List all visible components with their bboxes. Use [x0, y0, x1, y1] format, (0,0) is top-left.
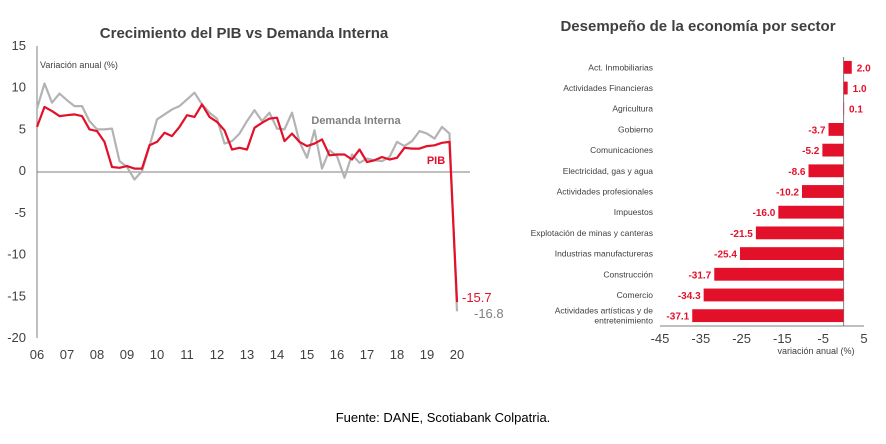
left-y-tick-label: 10: [12, 80, 26, 95]
sector-value-label: 1.0: [853, 84, 867, 95]
sector-value-label: -10.2: [776, 188, 799, 199]
sector-performance-chart: Desempeño de la economía por sector Act.…: [531, 18, 871, 356]
sector-category-label: Electricidad, gas y agua: [563, 166, 654, 176]
sector-bar: [822, 143, 844, 157]
left-y-tick-label: -5: [14, 205, 26, 220]
sector-category-label: Act. Inmobiliarias: [588, 62, 653, 72]
sector-bar: [692, 309, 844, 323]
sector-bar: [843, 60, 852, 74]
sector-value-label: -37.1: [666, 312, 689, 323]
sector-bar: [808, 164, 844, 178]
sector-value-label: -34.3: [678, 291, 701, 302]
left-x-tick-label: 20: [450, 347, 464, 362]
left-y-axis-label: Variación anual (%): [40, 60, 118, 70]
left-y-tick-label: -20: [7, 330, 26, 345]
right-x-axis-label: variación anual (%): [777, 346, 854, 356]
sector-category-label: Construcción: [603, 269, 653, 279]
sector-value-label: -3.7: [808, 125, 826, 136]
left-x-tick-label: 18: [390, 347, 404, 362]
sector-bar: [828, 123, 844, 136]
sector-value-label: 0.1: [849, 105, 863, 116]
sector-bar: [755, 226, 844, 240]
pib-line: [35, 103, 459, 303]
left-x-tick-label: 15: [300, 347, 314, 362]
left-y-tick-label: -10: [7, 247, 26, 262]
sector-bar: [714, 267, 844, 281]
right-x-tick-label: -15: [773, 331, 792, 346]
right-x-tick-label: -25: [732, 331, 751, 346]
right-chart-title: Desempeño de la economía por sector: [560, 18, 835, 35]
left-x-tick-label: 09: [120, 347, 134, 362]
sector-category-label: Actividades artísticas y de entretenimien…: [555, 306, 654, 326]
left-series: [35, 82, 459, 312]
right-x-tick-label: -5: [817, 331, 829, 346]
left-x-tick-label: 19: [420, 347, 434, 362]
sector-category-label: Explotación de minas y canteras: [531, 228, 653, 238]
sector-value-label: 2.0: [857, 63, 871, 74]
sector-bar: [703, 288, 844, 302]
end-label-demanda: -16.8: [474, 306, 504, 321]
left-chart-title: Crecimiento del PIB vs Demanda Interna: [100, 25, 389, 42]
sector-category-label: Comercio: [617, 290, 654, 300]
gdp-vs-demand-chart: Crecimiento del PIB vs Demanda Interna V…: [7, 25, 503, 362]
sector-bar: [739, 247, 844, 260]
sector-category-label: Industrias manufactureras: [555, 249, 653, 259]
sector-category-label: Agricultura: [612, 104, 653, 114]
left-x-tick-label: 11: [180, 347, 194, 362]
left-y-tick-label: 15: [12, 38, 26, 53]
left-x-tick-label: 07: [60, 347, 74, 362]
sector-category-label: Comunicaciones: [590, 145, 653, 155]
left-x-tick-label: 13: [240, 347, 254, 362]
right-x-ticks: -45 -35 -25 -15 -5 5: [651, 331, 868, 346]
right-x-tick-label: -35: [691, 331, 710, 346]
sector-bar: [843, 102, 845, 116]
end-label-pib: -15.7: [462, 290, 492, 305]
sector-category-label: Gobierno: [618, 124, 653, 134]
left-x-tick-label: 17: [360, 347, 374, 362]
left-x-ticks: 06 07 08 09 10 11 12 13 14 15 16 17 18 19 20: [30, 347, 464, 362]
series-label-demanda: Demanda Interna: [311, 115, 401, 127]
right-bars: Act. Inmobiliarias 2.0 Actividades Financi…: [531, 60, 871, 326]
sector-bar: [843, 81, 848, 95]
left-x-tick-label: 08: [90, 347, 104, 362]
left-x-tick-label: 16: [330, 347, 344, 362]
left-x-tick-label: 06: [30, 347, 44, 362]
left-x-tick-label: 14: [270, 347, 284, 362]
sector-bar: [778, 205, 844, 219]
left-y-tick-label: 5: [19, 121, 26, 136]
sector-value-label: -31.7: [688, 270, 711, 281]
sector-value-label: -5.2: [802, 146, 820, 157]
series-label-pib: PIB: [427, 155, 445, 167]
sector-category-label: Actividades profesionales: [557, 187, 653, 197]
sector-value-label: -8.6: [788, 167, 806, 178]
left-y-ticks: 15 10 5 0 -5 -10 -15 -20: [7, 38, 26, 345]
sector-value-label: -25.4: [714, 250, 737, 261]
sector-category-label: Impuestos: [614, 207, 653, 217]
sector-value-label: -21.5: [730, 229, 753, 240]
sector-bar: [801, 185, 844, 198]
left-x-tick-label: 10: [150, 347, 164, 362]
right-x-tick-label: -45: [651, 331, 670, 346]
left-x-tick-label: 12: [210, 347, 224, 362]
sector-category-label: Actividades Financieras: [563, 83, 653, 93]
left-y-tick-label: -15: [7, 288, 26, 303]
source-note: Fuente: DANE, Scotiabank Colpatria.: [335, 410, 551, 425]
sector-value-label: -16.0: [753, 208, 776, 219]
left-y-tick-label: 0: [19, 163, 26, 178]
right-x-tick-label: 5: [860, 331, 867, 346]
